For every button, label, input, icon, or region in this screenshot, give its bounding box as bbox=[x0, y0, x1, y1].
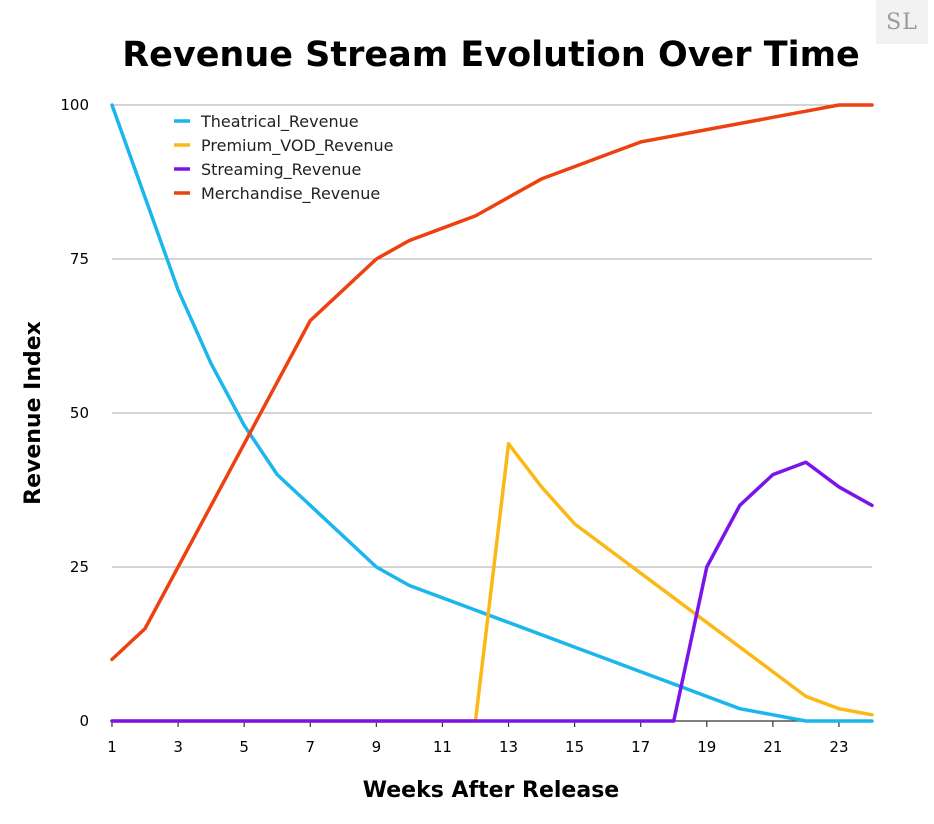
legend-label: Theatrical_Revenue bbox=[200, 112, 359, 132]
x-axis: 1 3 5 7 9 11 13 15 17 19 21 23 bbox=[107, 720, 872, 756]
x-tick-label: 19 bbox=[697, 738, 716, 756]
x-tick-label: 3 bbox=[173, 738, 183, 756]
brand-logo-text: SL bbox=[886, 9, 918, 35]
x-tick-label: 9 bbox=[372, 738, 382, 756]
legend: Theatrical_Revenue Premium_VOD_Revenue Str… bbox=[174, 112, 393, 204]
gridlines bbox=[112, 104, 872, 568]
chart-title: Revenue Stream Evolution Over Time bbox=[122, 35, 860, 75]
legend-label: Streaming_Revenue bbox=[201, 160, 361, 180]
x-tick-label: 21 bbox=[763, 738, 782, 756]
legend-label: Premium_VOD_Revenue bbox=[201, 136, 393, 156]
x-tick-label: 17 bbox=[631, 738, 650, 756]
x-tick-label: 11 bbox=[433, 738, 452, 756]
y-axis: 0 25 50 75 100 bbox=[60, 96, 89, 730]
series-line-merchandise-revenue bbox=[110, 103, 874, 662]
x-tick-label: 15 bbox=[565, 738, 584, 756]
y-tick-label: 100 bbox=[60, 96, 89, 114]
y-tick-label: 75 bbox=[70, 250, 89, 268]
legend-label: Merchandise_Revenue bbox=[201, 184, 380, 204]
y-axis-title: Revenue Index bbox=[21, 321, 46, 505]
series-line-streaming-revenue bbox=[110, 460, 874, 723]
x-tick-label: 7 bbox=[305, 738, 315, 756]
series-line-theatrical-revenue bbox=[110, 103, 874, 723]
brand-logo: SL bbox=[876, 0, 928, 44]
y-tick-label: 50 bbox=[70, 404, 89, 422]
series-lines bbox=[110, 103, 874, 723]
x-tick-label: 23 bbox=[829, 738, 848, 756]
x-tick-label: 13 bbox=[499, 738, 518, 756]
y-tick-label: 0 bbox=[79, 712, 89, 730]
x-axis-title: Weeks After Release bbox=[363, 778, 619, 803]
y-tick-label: 25 bbox=[70, 558, 89, 576]
x-tick-label: 1 bbox=[107, 738, 117, 756]
series-line-premium-vod-revenue bbox=[110, 442, 874, 723]
x-tick-label: 5 bbox=[239, 738, 249, 756]
